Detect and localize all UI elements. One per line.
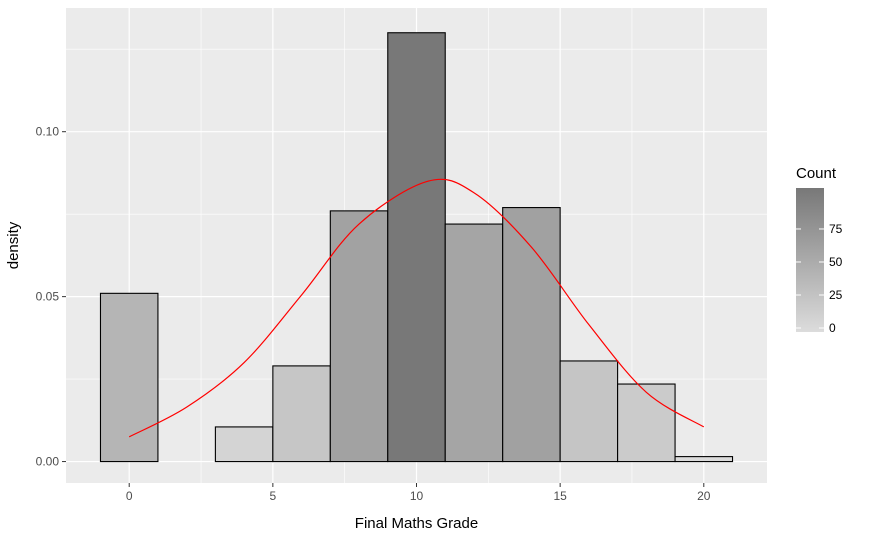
histogram-bar	[674, 456, 734, 463]
x-tick-label: 5	[270, 489, 277, 503]
histogram-bar	[272, 365, 331, 463]
histogram-bar	[617, 383, 676, 463]
histogram-bars	[99, 32, 734, 463]
x-axis-title: Final Maths Grade	[355, 515, 478, 532]
legend-label: 0	[829, 321, 836, 335]
legend: Count 0 25 50 75	[796, 165, 843, 335]
histogram-bar	[99, 292, 159, 463]
histogram-bar	[329, 210, 389, 463]
y-tick-label: 0.00	[36, 455, 60, 469]
legend-label: 25	[829, 288, 843, 302]
histogram-bar	[502, 207, 561, 463]
x-tick-label: 20	[697, 489, 711, 503]
x-tick-label: 10	[410, 489, 424, 503]
x-axis: 0 5 10 15 20	[126, 483, 711, 503]
y-tick-label: 0.05	[36, 290, 60, 304]
density-curve	[128, 178, 705, 438]
histogram-bar	[387, 32, 446, 463]
legend-colorbar	[796, 188, 824, 332]
x-tick-label: 15	[553, 489, 567, 503]
y-axis: 0.00 0.05 0.10	[36, 125, 66, 469]
histogram-bar	[444, 223, 504, 463]
y-axis-title: density	[5, 221, 22, 269]
histogram-bar	[559, 360, 619, 463]
x-tick-label: 0	[126, 489, 133, 503]
legend-label: 75	[829, 222, 843, 236]
legend-title: Count	[796, 165, 837, 182]
legend-ticks: 0 25 50 75	[796, 222, 843, 335]
histogram-bar	[214, 426, 274, 463]
y-tick-label: 0.10	[36, 125, 60, 139]
legend-label: 50	[829, 255, 843, 269]
